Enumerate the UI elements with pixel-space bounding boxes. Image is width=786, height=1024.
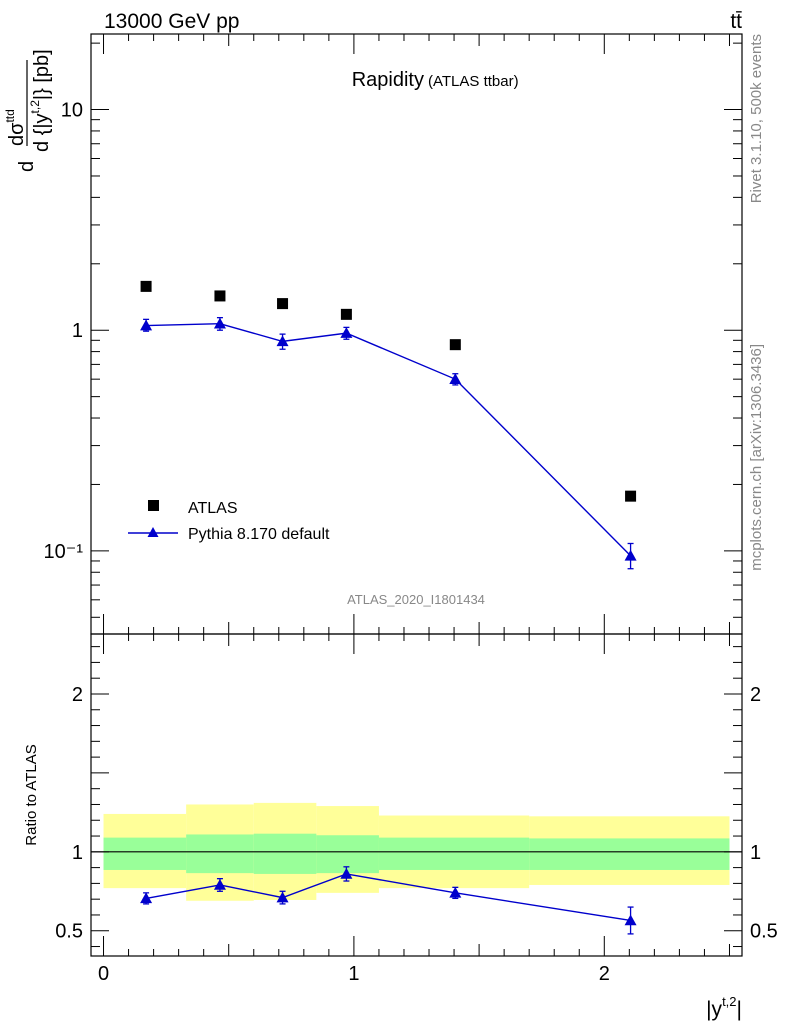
atlas-point (340, 308, 352, 320)
ratio-y-tick-label-left: 1 (72, 842, 83, 864)
ratio-inner-band (103, 837, 187, 870)
pythia-point (140, 319, 153, 331)
legend-pythia-marker (147, 527, 159, 537)
main-y-tick-label: 1 (72, 320, 83, 342)
legend: ATLAS Pythia 8.170 default (128, 500, 330, 543)
ratio-pythia-point (140, 892, 153, 904)
pythia-point (213, 317, 226, 329)
y-label-numerator: dσttd (3, 109, 28, 146)
ratio-pythia-point (449, 886, 462, 898)
ratio-pythia-line (145, 873, 631, 922)
ratio-y-tick-label-right: 0.5 (750, 921, 778, 943)
process-label: tt̄ (730, 10, 742, 33)
ratio-y-tick-label-left: 0.5 (55, 921, 83, 943)
analysis-label: ATLAS_2020_I1801434 (347, 592, 485, 607)
legend-atlas-marker (148, 500, 159, 511)
pythia-point (276, 335, 289, 347)
pythia-point (449, 373, 462, 384)
ratio-y-tick-label-left: 2 (72, 684, 83, 706)
x-tick-label: 2 (599, 963, 610, 985)
chart-title: Rapidity (352, 69, 424, 91)
ratio-pythia-point (213, 878, 226, 890)
atlas-point (625, 490, 637, 502)
pythia-line (146, 323, 632, 557)
legend-pythia-label: Pythia 8.170 default (188, 526, 330, 543)
atlas-point (214, 290, 226, 302)
atlas-point (140, 280, 152, 292)
x-axis-label: |yt,2| (706, 994, 742, 1021)
y-label-denominator: d {|yt,2|} [pb] (28, 49, 53, 152)
ratio-inner-band (186, 834, 254, 874)
ratio-y-axis-label: Ratio to ATLAS (23, 744, 40, 845)
rivet-label: Rivet 3.1.10, 500k events (748, 34, 765, 203)
chart-subtitle: (ATLAS ttbar) (428, 73, 519, 90)
atlas-point (449, 339, 461, 351)
atlas-point (277, 298, 289, 310)
pythia-point (340, 327, 353, 338)
energy-label: 13000 GeV pp (104, 10, 239, 33)
ratio-pythia-point (276, 891, 289, 903)
x-tick-label: 0 (98, 963, 109, 985)
x-tick-label: 1 (348, 963, 359, 985)
main-y-tick-label: 10⁻¹ (44, 541, 84, 563)
ratio-inner-band (378, 837, 530, 870)
mcplots-label: mcplots.cern.ch [arXiv:1306.3436] (748, 344, 765, 571)
ratio-y-tick-label-right: 2 (750, 684, 761, 706)
ratio-frame (90, 633, 743, 957)
main-y-axis-label: d dσttd d {|yt,2|} [pb] (3, 49, 53, 172)
main-frame (90, 33, 743, 635)
y-label-d: d (16, 161, 38, 172)
legend-atlas-label: ATLAS (188, 500, 238, 517)
main-y-tick-label: 10 (61, 100, 83, 122)
main-panel: Rapidity (ATLAS ttbar) 10 1 10⁻¹ ATLAS_202… (3, 34, 742, 634)
ratio-inner-band (529, 838, 730, 870)
pythia-point (624, 549, 637, 561)
ratio-y-tick-label-right: 1 (750, 842, 761, 864)
ratio-pythia-point (340, 867, 353, 879)
ratio-pythia-point (624, 914, 637, 926)
ratio-panel: 0 1 2 0.5 0.5 1 1 2 2 Ratio to ATLAS |yt,2| (23, 634, 778, 1021)
ratio-inner-band (253, 833, 317, 874)
